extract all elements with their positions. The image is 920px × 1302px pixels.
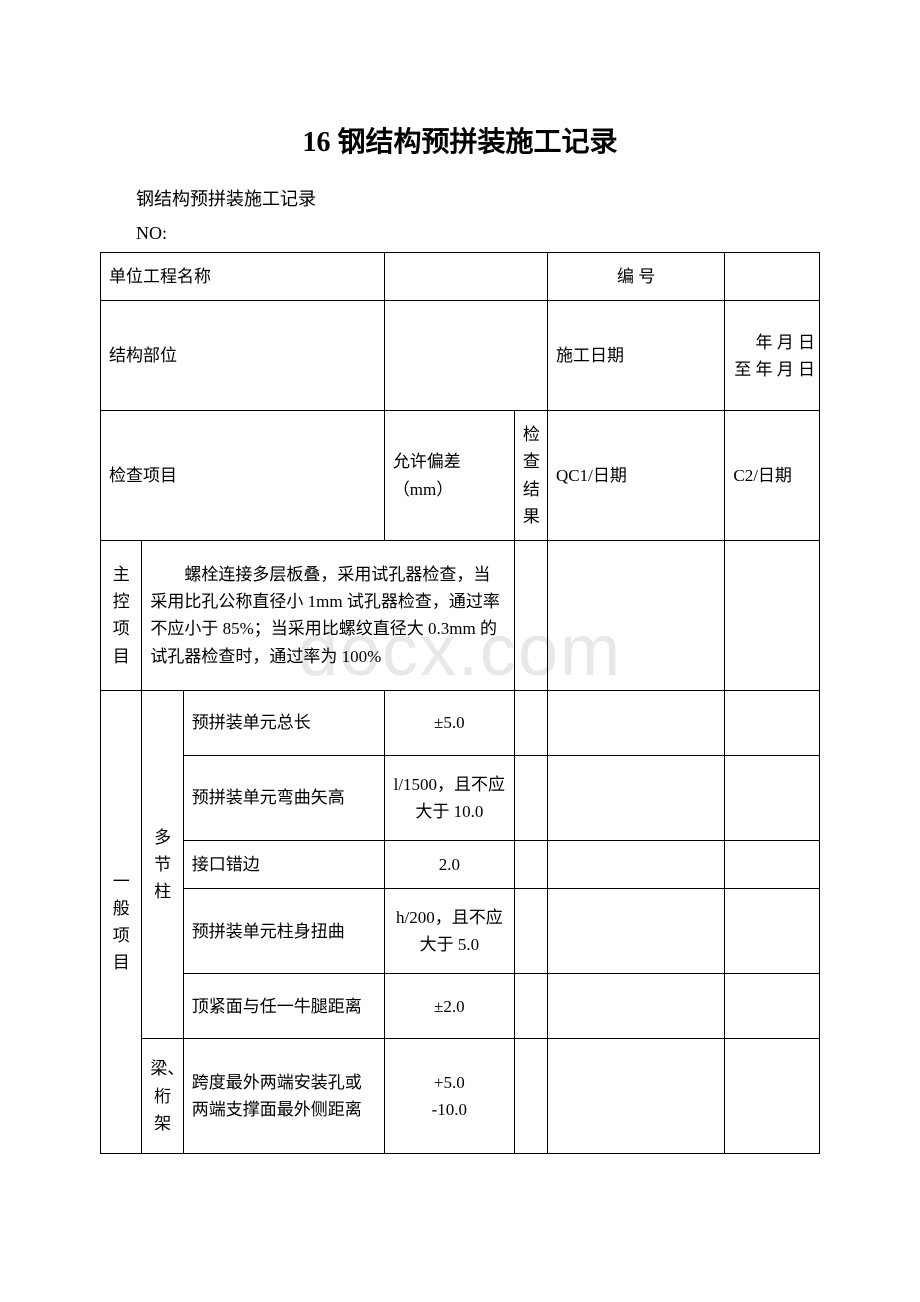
number-value bbox=[725, 253, 820, 301]
general-item-label: 一般项目 bbox=[101, 690, 142, 1153]
number-label: 编 号 bbox=[547, 253, 724, 301]
project-name-value bbox=[384, 253, 547, 301]
row2-name: 预拼装单元弯曲矢高 bbox=[183, 755, 384, 840]
structure-value bbox=[384, 301, 547, 411]
date-value: 年 月 日 至 年 月 日 bbox=[725, 301, 820, 411]
row2-result bbox=[514, 755, 547, 840]
document-no: NO: bbox=[100, 223, 820, 244]
row1-name: 预拼装单元总长 bbox=[183, 690, 384, 755]
row6-tol: +5.0 -10.0 bbox=[384, 1039, 514, 1154]
structure-label: 结构部位 bbox=[101, 301, 385, 411]
result-header: 检查结果 bbox=[514, 411, 547, 541]
row6-qc2 bbox=[725, 1039, 820, 1154]
control-qc1 bbox=[547, 540, 724, 690]
general-row-4: 预拼装单元柱身扭曲 h/200，且不应大于 5.0 bbox=[101, 889, 820, 974]
row1-result bbox=[514, 690, 547, 755]
main-table: 单位工程名称 编 号 结构部位 施工日期 年 月 日 至 年 月 日 检查项目 … bbox=[100, 252, 820, 1154]
control-item-label: 主控项目 bbox=[101, 540, 142, 690]
document-title: 16 钢结构预拼装施工记录 bbox=[100, 120, 820, 160]
header-row-1: 单位工程名称 编 号 bbox=[101, 253, 820, 301]
date-label: 施工日期 bbox=[547, 301, 724, 411]
column-header-row: 检查项目 允许偏差（mm） 检查结果 QC1/日期 C2/日期 bbox=[101, 411, 820, 541]
general-row-5: 顶紧面与任一牛腿距离 ±2.0 bbox=[101, 974, 820, 1039]
row4-result bbox=[514, 889, 547, 974]
document-subtitle: 钢结构预拼装施工记录 bbox=[100, 185, 820, 211]
row6-result bbox=[514, 1039, 547, 1154]
row6-qc1 bbox=[547, 1039, 724, 1154]
row3-result bbox=[514, 840, 547, 888]
header-row-2: 结构部位 施工日期 年 月 日 至 年 月 日 bbox=[101, 301, 820, 411]
group1-label: 多节柱 bbox=[142, 690, 183, 1038]
row5-name: 顶紧面与任一牛腿距离 bbox=[183, 974, 384, 1039]
tolerance-header: 允许偏差（mm） bbox=[384, 411, 514, 541]
general-row-6: 梁、桁架 跨度最外两端安装孔或两端支撑面最外侧距离 +5.0 -10.0 bbox=[101, 1039, 820, 1154]
row4-name: 预拼装单元柱身扭曲 bbox=[183, 889, 384, 974]
row4-qc1 bbox=[547, 889, 724, 974]
row5-tol: ±2.0 bbox=[384, 974, 514, 1039]
row3-qc1 bbox=[547, 840, 724, 888]
check-item-header: 检查项目 bbox=[101, 411, 385, 541]
row2-qc1 bbox=[547, 755, 724, 840]
control-item-text: 螺栓连接多层板叠，采用试孔器检查，当采用比孔公称直径小 1mm 试孔器检查，通过… bbox=[142, 540, 515, 690]
control-qc2 bbox=[725, 540, 820, 690]
row4-qc2 bbox=[725, 889, 820, 974]
qc2-header: C2/日期 bbox=[725, 411, 820, 541]
control-item-row: 主控项目 螺栓连接多层板叠，采用试孔器检查，当采用比孔公称直径小 1mm 试孔器… bbox=[101, 540, 820, 690]
row3-qc2 bbox=[725, 840, 820, 888]
document-content: 16 钢结构预拼装施工记录 钢结构预拼装施工记录 NO: 单位工程名称 编 号 … bbox=[100, 120, 820, 1154]
row5-qc1 bbox=[547, 974, 724, 1039]
row5-qc2 bbox=[725, 974, 820, 1039]
general-row-1: 一般项目 多节柱 预拼装单元总长 ±5.0 bbox=[101, 690, 820, 755]
row1-qc1 bbox=[547, 690, 724, 755]
row6-name: 跨度最外两端安装孔或两端支撑面最外侧距离 bbox=[183, 1039, 384, 1154]
row4-tol: h/200，且不应大于 5.0 bbox=[384, 889, 514, 974]
row1-qc2 bbox=[725, 690, 820, 755]
row3-name: 接口错边 bbox=[183, 840, 384, 888]
control-result bbox=[514, 540, 547, 690]
row1-tol: ±5.0 bbox=[384, 690, 514, 755]
qc1-header: QC1/日期 bbox=[547, 411, 724, 541]
row5-result bbox=[514, 974, 547, 1039]
general-row-3: 接口错边 2.0 bbox=[101, 840, 820, 888]
group2-label: 梁、桁架 bbox=[142, 1039, 183, 1154]
row3-tol: 2.0 bbox=[384, 840, 514, 888]
row2-qc2 bbox=[725, 755, 820, 840]
general-row-2: 预拼装单元弯曲矢高 l/1500，且不应大于 10.0 bbox=[101, 755, 820, 840]
row2-tol: l/1500，且不应大于 10.0 bbox=[384, 755, 514, 840]
project-name-label: 单位工程名称 bbox=[101, 253, 385, 301]
